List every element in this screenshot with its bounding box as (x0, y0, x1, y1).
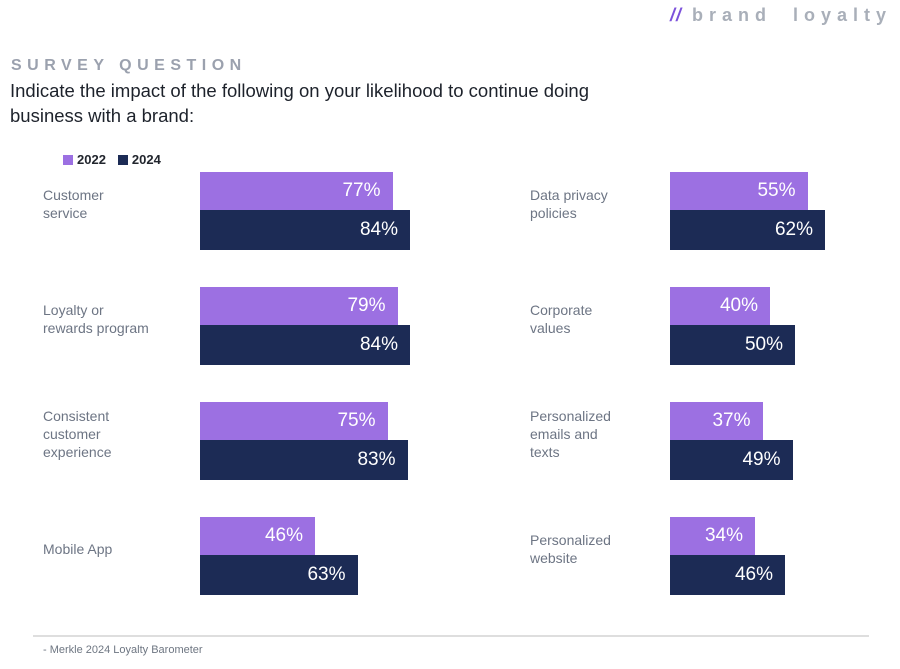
bar-value-label: 49% (742, 449, 781, 470)
bar-2024: 50% (670, 325, 795, 365)
bar-value-label: 83% (357, 449, 396, 470)
category-label: Loyalty or rewards program (43, 302, 149, 336)
brand-logo: // brand loyalty (670, 5, 892, 26)
bar-value-label: 77% (342, 180, 381, 201)
bar-value-label: 84% (359, 334, 398, 355)
bar-pair: 55% 62% (670, 172, 900, 250)
bar-2022: 79% (200, 287, 398, 325)
bar-2022: 55% (670, 172, 808, 210)
bar-pair: 34% 46% (670, 517, 900, 595)
bar-2024: 63% (200, 555, 358, 595)
bar-2022: 37% (670, 402, 763, 440)
bar-value-label: 63% (307, 564, 346, 585)
bar-2024: 84% (200, 210, 410, 250)
bar-value-label: 84% (359, 219, 398, 240)
bar-value-label: 46% (264, 525, 303, 546)
bar-2022: 46% (200, 517, 315, 555)
category-label: Consistent customer experience (43, 408, 112, 460)
bar-2022: 77% (200, 172, 393, 210)
footer-divider (33, 635, 869, 637)
bar-2022: 34% (670, 517, 755, 555)
bar-value-label: 79% (347, 295, 386, 316)
bar-pair: 79% 84% (200, 287, 450, 365)
legend-label-2024: 2024 (131, 152, 161, 167)
bar-value-label: 37% (712, 410, 751, 431)
bar-value-label: 62% (774, 219, 813, 240)
category-label: Mobile App (43, 541, 113, 557)
legend-item-2024: 2024 (117, 152, 161, 167)
category-label: Personalized website (530, 532, 611, 566)
category-label: Personalized emails and texts (530, 408, 611, 460)
bar-pair: 46% 63% (200, 517, 450, 595)
survey-eyebrow: SURVEY QUESTION (11, 57, 247, 74)
legend-item-2022: 2022 (63, 152, 106, 167)
bar-2024: 46% (670, 555, 785, 595)
bar-value-label: 75% (337, 410, 376, 431)
survey-question: Indicate the impact of the following on … (10, 80, 590, 126)
legend-label-2022: 2022 (77, 152, 106, 167)
footer-source: - Merkle 2024 Loyalty Barometer (43, 644, 203, 656)
category-label: Corporate values (530, 302, 593, 336)
logo-text: brand loyalty (691, 5, 892, 25)
bar-pair: 37% 49% (670, 402, 900, 480)
bar-pair: 75% 83% (200, 402, 450, 480)
bar-pair: 40% 50% (670, 287, 900, 365)
bar-2024: 84% (200, 325, 410, 365)
bar-2022: 75% (200, 402, 388, 440)
bar-2024: 62% (670, 210, 825, 250)
bar-value-label: 34% (704, 525, 743, 546)
category-label: Customer service (43, 187, 104, 221)
bar-2024: 83% (200, 440, 408, 480)
bar-value-label: 55% (757, 180, 796, 201)
bar-pair: 77% 84% (200, 172, 450, 250)
bar-value-label: 46% (734, 564, 773, 585)
bar-2024: 49% (670, 440, 793, 480)
bar-value-label: 40% (719, 295, 758, 316)
bar-2022: 40% (670, 287, 770, 325)
legend-swatch-2024-icon (117, 154, 128, 165)
bar-value-label: 50% (744, 334, 783, 355)
legend-swatch-2022-icon (63, 154, 73, 165)
logo-slashes-icon: // (669, 5, 682, 25)
category-label: Data privacy policies (530, 187, 608, 221)
chart-legend: 2022 2024 (63, 152, 161, 167)
